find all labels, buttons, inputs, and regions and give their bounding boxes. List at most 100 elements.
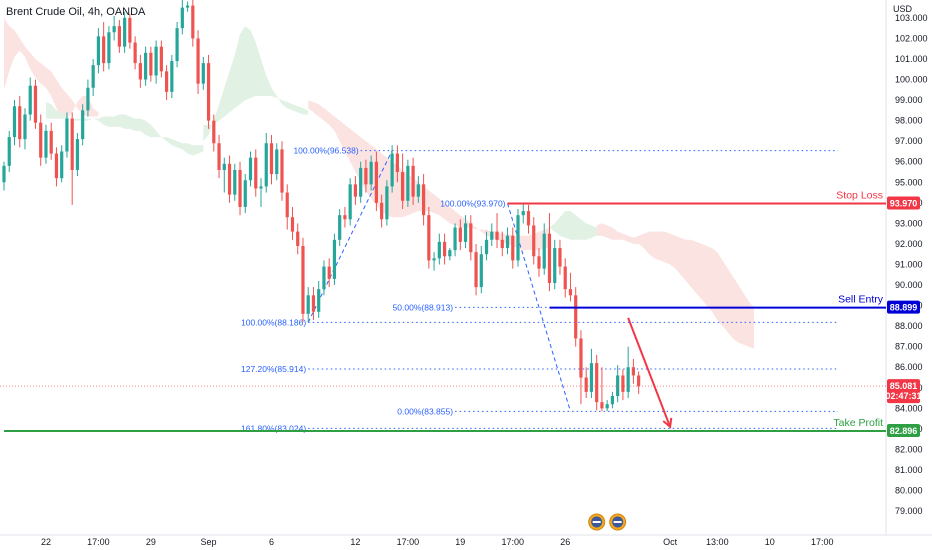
- candle-body: [128, 17, 132, 43]
- x-tick-label: Sep: [201, 537, 217, 547]
- candle-body: [395, 153, 399, 173]
- ichimoku-cloud-4: [549, 211, 597, 240]
- y-tick-label: 100.000: [895, 75, 928, 85]
- y-tick-label: 92.000: [895, 239, 923, 249]
- candle-body: [584, 377, 588, 392]
- candle-body: [537, 256, 541, 269]
- candle-body: [516, 215, 520, 261]
- candle-body: [54, 153, 59, 179]
- event-flag-part: [613, 521, 622, 523]
- candle-body: [427, 215, 431, 261]
- candle-body: [364, 167, 368, 185]
- candle-body: [159, 46, 163, 72]
- y-tick-label: 93.000: [895, 218, 923, 228]
- candle-body: [149, 52, 153, 76]
- candle-body: [637, 375, 641, 387]
- candle-body: [180, 7, 184, 29]
- fib-level-label: 50.00%(88.913): [393, 302, 454, 312]
- x-tick-label: 17:00: [87, 537, 110, 547]
- x-tick-label: 10: [765, 537, 775, 547]
- y-tick-label: 99.000: [895, 95, 923, 105]
- candle-body: [81, 110, 85, 140]
- candle-body: [511, 235, 515, 261]
- y-tick-label: 91.000: [895, 259, 923, 269]
- fib-level-label: 127.20%(85.914): [241, 364, 306, 374]
- candle-body: [70, 118, 74, 170]
- candle-body: [621, 375, 625, 392]
- candle-body: [23, 114, 27, 140]
- y-tick-label: 101.000: [895, 54, 928, 64]
- candle-body: [458, 227, 462, 242]
- candle-body: [422, 184, 426, 216]
- ichimoku-cloud-1: [45, 102, 204, 156]
- price-tag: [887, 424, 920, 438]
- candle-body: [610, 396, 615, 405]
- candle-body: [401, 172, 405, 201]
- projection-arrow-head: [662, 417, 673, 429]
- x-tick-label: 19: [455, 537, 465, 547]
- fib-level-label: 100.00%(88.186): [241, 317, 306, 327]
- candle-body: [600, 402, 604, 409]
- candle-body: [631, 367, 635, 376]
- candle-body: [280, 149, 284, 193]
- candle-body: [469, 223, 473, 253]
- candle-body: [526, 211, 531, 226]
- candle-body: [264, 143, 268, 187]
- x-tick-label: 6: [269, 537, 274, 547]
- candle-body: [212, 120, 216, 144]
- candle-body: [91, 65, 95, 88]
- current-price-label: 85.081: [890, 381, 918, 391]
- x-tick-label: 22: [41, 537, 51, 547]
- x-tick-label: Oct: [663, 537, 678, 547]
- candle-body: [626, 367, 630, 392]
- candle-body: [227, 163, 232, 195]
- ichimoku-cloud-0: [4, 17, 99, 119]
- candle-body: [442, 241, 447, 257]
- candle-body: [107, 32, 111, 64]
- ichimoku-cloud-2: [203, 26, 309, 142]
- candle-body: [275, 149, 279, 175]
- chart-title: Brent Crude Oil, 4h, OANDA: [6, 6, 146, 18]
- event-flag-part: [592, 521, 601, 523]
- price-tag-label: 82.896: [890, 426, 918, 436]
- candle-body: [500, 239, 504, 249]
- candle-body: [75, 139, 80, 170]
- candle-body: [175, 28, 179, 62]
- candle-body: [238, 169, 242, 207]
- event-flag-icon[interactable]: [609, 513, 627, 531]
- x-tick-label: 13:00: [706, 537, 729, 547]
- candle-body: [359, 167, 363, 197]
- candle-body: [191, 5, 195, 39]
- y-tick-label: 87.000: [895, 342, 923, 352]
- candle-body: [463, 223, 468, 242]
- projection-arrow-shaft: [627, 317, 672, 428]
- candle-body: [201, 63, 205, 84]
- candle-body: [495, 231, 499, 240]
- candle-body: [269, 143, 274, 175]
- candle-body: [39, 122, 43, 158]
- candle-body: [374, 161, 378, 203]
- candle-body: [553, 248, 557, 283]
- candle-body: [448, 250, 452, 257]
- price-tag: [887, 300, 920, 314]
- y-tick-label: 97.000: [895, 136, 923, 146]
- x-tick-label: 12: [350, 537, 360, 547]
- candle-body: [332, 239, 337, 279]
- candle-body: [484, 239, 489, 255]
- candle-body: [380, 202, 384, 220]
- candle-body: [112, 26, 116, 33]
- candle-body: [222, 163, 226, 170]
- event-flag-icon[interactable]: [588, 513, 606, 531]
- candle-body: [558, 248, 562, 267]
- fib-level-label: 100.00%(96.538): [293, 146, 358, 156]
- candle-body: [60, 151, 64, 179]
- bar-countdown-label: 02:47:31: [885, 391, 921, 401]
- candle-body: [411, 165, 415, 197]
- candle-body: [437, 241, 441, 259]
- level-annotation-take-profit: Take Profit: [833, 417, 883, 429]
- candle-body: [589, 363, 594, 392]
- candle-body: [117, 26, 121, 47]
- candle-body: [65, 118, 69, 152]
- candle-body: [605, 404, 609, 409]
